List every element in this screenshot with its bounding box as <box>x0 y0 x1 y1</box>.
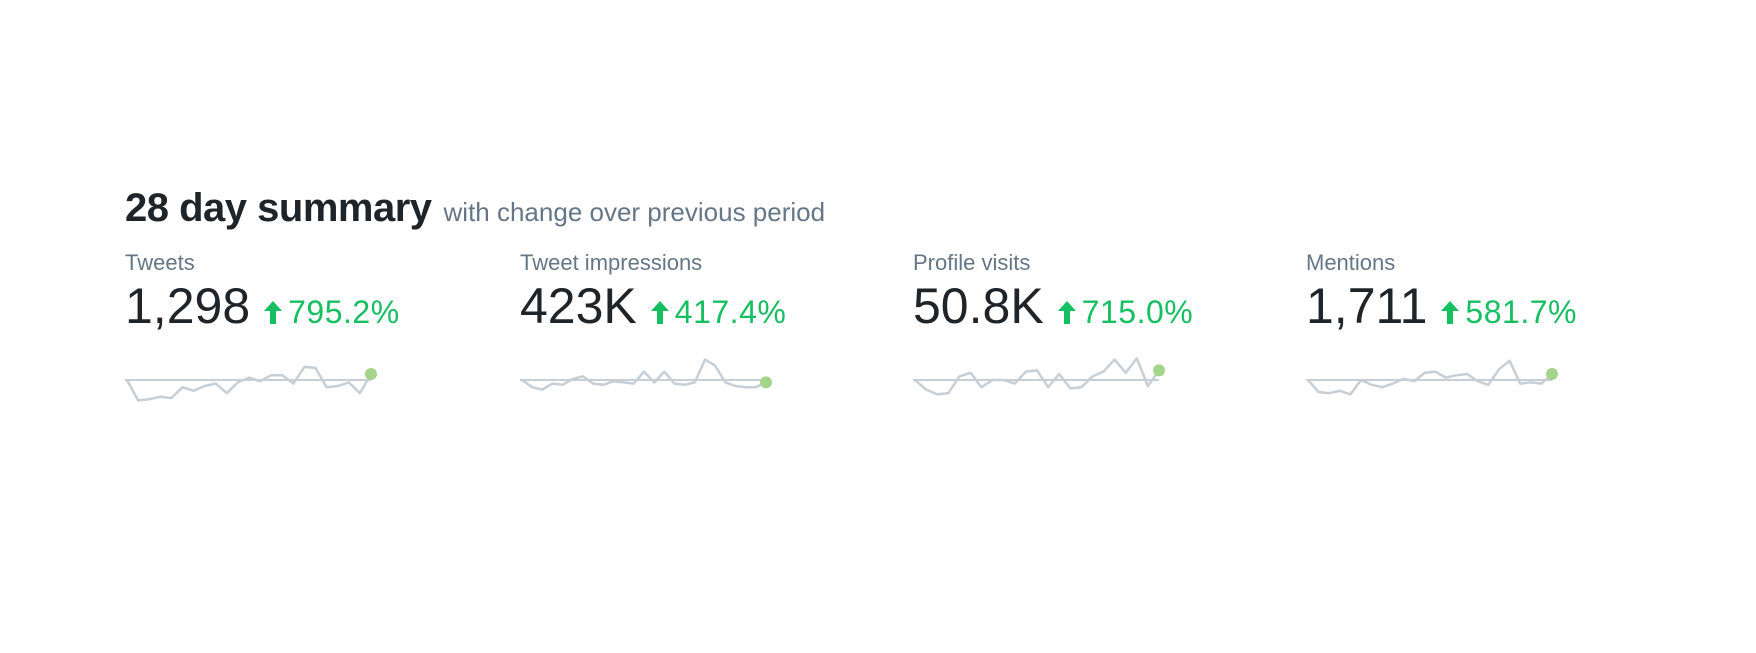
metric-value: 50.8K <box>913 278 1044 334</box>
metric-value: 1,298 <box>125 278 251 334</box>
metric-change: 795.2% <box>262 294 400 331</box>
sparkline-line <box>125 365 373 402</box>
metric-change: 581.7% <box>1439 294 1577 331</box>
metric-change-value: 795.2% <box>288 294 400 330</box>
metric-change-value: 417.4% <box>674 294 787 330</box>
summary-subtitle: with change over previous period <box>443 197 826 227</box>
sparkline-line <box>914 357 1161 396</box>
metric-label: Mentions <box>1306 250 1396 275</box>
arrow-up-icon <box>650 301 669 324</box>
sparkline-line <box>1307 359 1553 396</box>
metric-label: Tweets <box>125 250 195 275</box>
metric-value-row: 1,711 581.7% <box>1306 278 1686 334</box>
summary-panel: 28 day summary with change over previous… <box>125 186 1645 430</box>
metric-change: 715.0% <box>1056 294 1194 331</box>
metric-value-row: 423K 417.4% <box>520 278 900 334</box>
metric-profile-visits[interactable]: Profile visits 50.8K 715.0% <box>913 250 1293 414</box>
metric-value-row: 1,298 795.2% <box>125 278 505 334</box>
arrow-up-icon <box>1057 301 1076 324</box>
summary-heading: 28 day summary with change over previous… <box>125 186 1645 238</box>
metric-value: 423K <box>520 278 637 334</box>
sparkline-chart <box>520 358 772 391</box>
sparkline-line <box>521 358 767 391</box>
metric-tweets[interactable]: Tweets 1,298 795.2% <box>125 250 505 414</box>
sparkline-chart <box>913 357 1165 396</box>
metric-change-value: 715.0% <box>1081 294 1194 330</box>
summary-title: 28 day summary <box>125 186 432 230</box>
metric-label: Profile visits <box>913 250 1031 275</box>
sparkline-endpoint <box>1153 364 1165 377</box>
metric-label: Tweet impressions <box>520 250 703 275</box>
sparkline-endpoint <box>365 368 377 380</box>
sparkline-endpoint <box>760 376 772 389</box>
metrics-row: Tweets 1,298 795.2% Tweet impressions 42… <box>125 250 1645 430</box>
arrow-up-icon <box>264 301 283 324</box>
metric-change: 417.4% <box>649 294 787 331</box>
arrow-up-icon <box>1441 301 1460 324</box>
metric-value-row: 50.8K 715.0% <box>913 278 1293 334</box>
metric-change-value: 581.7% <box>1465 294 1577 330</box>
sparkline-endpoint <box>1546 368 1558 380</box>
metric-value: 1,711 <box>1306 278 1428 334</box>
metric-mentions[interactable]: Mentions 1,711 581.7% <box>1306 250 1686 414</box>
sparkline-chart <box>125 365 377 402</box>
sparkline-chart <box>1306 359 1558 396</box>
metric-tweet-impressions[interactable]: Tweet impressions 423K 417.4% <box>520 250 900 414</box>
